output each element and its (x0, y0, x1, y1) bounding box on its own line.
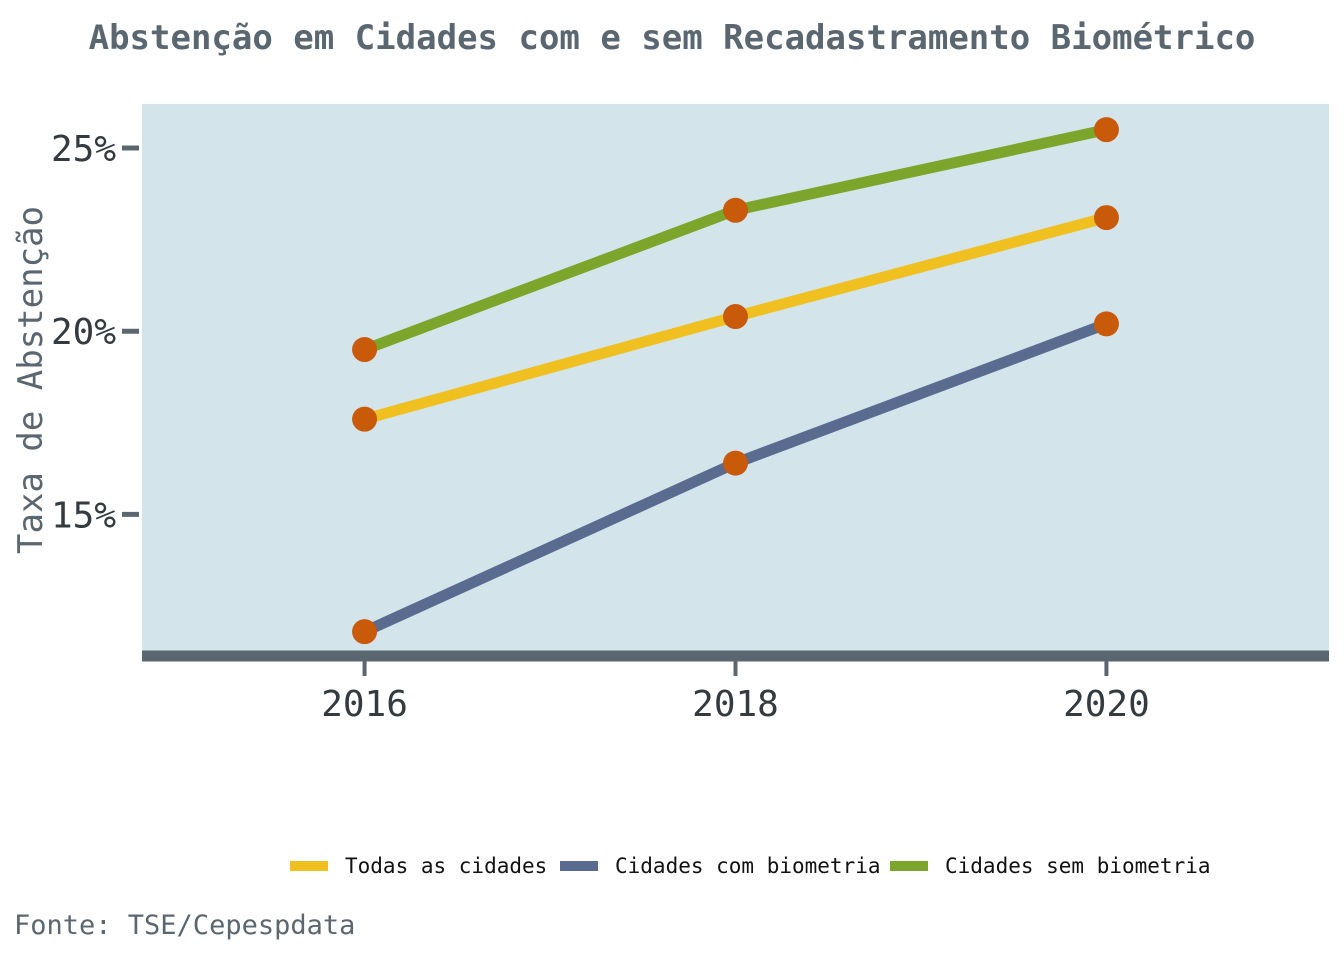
source-note: Fonte: TSE/Cepespdata (14, 910, 356, 941)
data-point (1093, 311, 1119, 337)
y-axis: 15% 20% 25% (51, 129, 139, 536)
x-tick-label: 2016 (321, 684, 408, 725)
y-axis-label: Taxa de Abstenção (11, 206, 51, 554)
x-tick-label: 2018 (692, 684, 779, 725)
y-tick-label: 15% (51, 495, 116, 536)
chart-title: Abstenção em Cidades com e sem Recadastr… (88, 18, 1256, 58)
data-point (352, 406, 378, 432)
legend-label: Cidades sem biometria (945, 854, 1211, 878)
data-point (1093, 117, 1119, 143)
plot-panel (142, 104, 1329, 656)
data-point (1093, 205, 1119, 231)
x-tick-label: 2020 (1063, 684, 1150, 725)
legend: Todas as cidades Cidades com biometria Cid… (290, 854, 1211, 878)
data-point (352, 619, 378, 645)
y-tick-label: 25% (51, 129, 116, 170)
series-points (352, 117, 1119, 645)
y-tick-label: 20% (51, 312, 116, 353)
legend-label: Cidades com biometria (615, 854, 881, 878)
data-point (723, 304, 748, 330)
data-point (723, 197, 748, 223)
data-point (352, 337, 378, 363)
data-point (723, 450, 748, 476)
legend-label: Todas as cidades (345, 854, 547, 878)
x-axis: 2016 2018 2020 (321, 661, 1150, 725)
